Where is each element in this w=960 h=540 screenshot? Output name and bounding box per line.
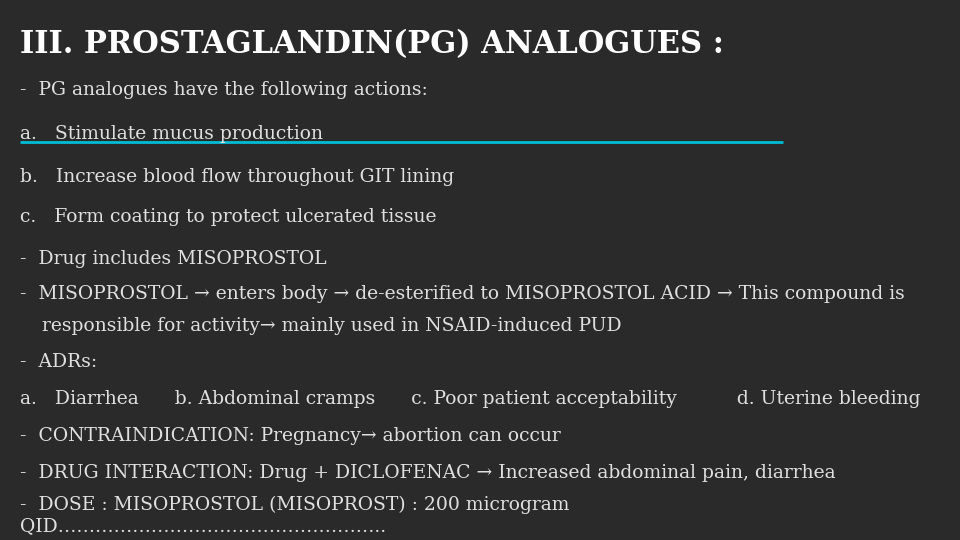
- Text: -  ADRs:: - ADRs:: [19, 353, 97, 371]
- Text: -  DOSE : MISOPROSTOL (MISOPROST) : 200 microgram
QID……………………………………………..: - DOSE : MISOPROSTOL (MISOPROST) : 200 m…: [19, 496, 569, 535]
- Text: b.   Increase blood flow throughout GIT lining: b. Increase blood flow throughout GIT li…: [19, 168, 454, 186]
- Text: -  MISOPROSTOL → enters body → de-esterified to MISOPROSTOL ACID → This compound: - MISOPROSTOL → enters body → de-esterif…: [19, 286, 904, 303]
- Text: a.   Stimulate mucus production: a. Stimulate mucus production: [19, 125, 323, 143]
- Text: -  Drug includes MISOPROSTOL: - Drug includes MISOPROSTOL: [19, 250, 326, 268]
- Text: c.   Form coating to protect ulcerated tissue: c. Form coating to protect ulcerated tis…: [19, 208, 436, 226]
- Text: -  CONTRAINDICATION: Pregnancy→ abortion can occur: - CONTRAINDICATION: Pregnancy→ abortion …: [19, 427, 561, 445]
- Text: III. PROSTAGLANDIN(PG) ANALOGUES :: III. PROSTAGLANDIN(PG) ANALOGUES :: [19, 29, 724, 59]
- Text: a.   Diarrhea      b. Abdominal cramps      c. Poor patient acceptability       : a. Diarrhea b. Abdominal cramps c. Poor …: [19, 390, 920, 408]
- Text: -  PG analogues have the following actions:: - PG analogues have the following action…: [19, 81, 427, 99]
- Text: -  DRUG INTERACTION: Drug + DICLOFENAC → Increased abdominal pain, diarrhea: - DRUG INTERACTION: Drug + DICLOFENAC → …: [19, 464, 835, 482]
- Text: responsible for activity→ mainly used in NSAID-induced PUD: responsible for activity→ mainly used in…: [41, 317, 621, 335]
